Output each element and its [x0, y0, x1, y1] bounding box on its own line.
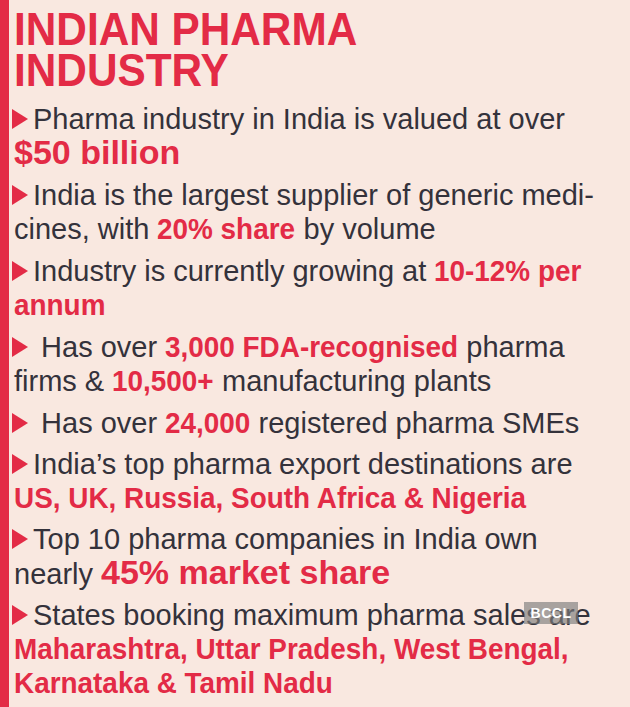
bullet-arrow-icon	[12, 109, 28, 129]
highlight-text: annum	[14, 288, 105, 321]
bullet-line: firms & 10,500+ manufacturing plants	[14, 364, 624, 398]
bullet-line: annum	[14, 288, 624, 322]
body-text: Top 10 pharma companies in India own	[33, 523, 538, 555]
bullet-arrow-icon	[12, 529, 28, 549]
body-text: India’s top pharma export destinations a…	[33, 448, 573, 480]
highlight-text: 3,000 FDA-recognised	[165, 330, 458, 363]
infographic-content: INDIAN PHARMA INDUSTRY Pharma industry i…	[14, 7, 624, 707]
body-text: States booking maximum pharma sales are	[33, 599, 591, 631]
bullet-item: Has over 3,000 FDA-recognised pharmafirm…	[14, 330, 624, 398]
body-text: registered pharma SMEs	[251, 407, 580, 439]
bullet-arrow-icon	[12, 605, 28, 625]
body-text: India is the largest supplier of generic…	[33, 179, 594, 211]
body-text: Industry is currently growing at	[33, 255, 434, 287]
highlight-text: US, UK, Russia, South Africa & Nigeria	[14, 481, 526, 514]
bullet-item: Industry is currently growing at 10-12% …	[14, 254, 624, 322]
body-text: nearly	[14, 558, 101, 590]
body-text: Has over	[33, 331, 165, 363]
bullet-arrow-icon	[12, 454, 28, 474]
bullet-arrow-icon	[12, 261, 28, 281]
bullet-line: India’s top pharma export destinations a…	[14, 448, 624, 481]
body-text: firms &	[14, 365, 112, 397]
highlight-text: 45% market share	[101, 553, 390, 591]
highlight-text: $50 billion	[14, 133, 180, 171]
bullet-item: Pharma industry in India is valued at ov…	[14, 103, 624, 171]
body-text: cines, with	[14, 213, 157, 245]
highlight-text: Karnataka & Tamil Nadu	[14, 666, 333, 699]
bullet-item: Top 10 pharma companies in India ownnear…	[14, 523, 624, 591]
body-text: Has over	[33, 407, 165, 439]
page-title: INDIAN PHARMA INDUSTRY	[14, 9, 575, 91]
body-text: manufacturing plants	[214, 365, 491, 397]
highlight-text: 10-12% per	[434, 254, 581, 287]
bullet-line: $50 billion	[14, 136, 624, 171]
left-accent-bar	[0, 0, 9, 707]
bullet-line: Karnataka & Tamil Nadu	[14, 666, 624, 700]
bullet-line: Maharashtra, Uttar Pradesh, West Bengal,	[14, 632, 624, 666]
bullet-line: India is the largest supplier of generic…	[14, 179, 624, 212]
bullet-line: Top 10 pharma companies in India own	[14, 523, 624, 556]
bccl-watermark: BCCL	[524, 602, 578, 624]
body-text: pharma	[458, 331, 564, 363]
highlight-text: 20% share	[157, 212, 295, 245]
bullet-line: Has over 24,000 registered pharma SMEs	[14, 406, 624, 440]
bullet-line: Industry is currently growing at 10-12% …	[14, 254, 624, 288]
body-text: Pharma industry in India is valued at ov…	[33, 103, 565, 135]
bullet-line: nearly 45% market share	[14, 556, 624, 591]
highlight-text: 10,500+	[112, 364, 214, 397]
bccl-watermark-label: BCCL	[531, 605, 572, 621]
highlight-text: 24,000	[165, 406, 250, 439]
highlight-text: Maharashtra, Uttar Pradesh, West Bengal,	[14, 632, 569, 665]
bullet-line: cines, with 20% share by volume	[14, 212, 624, 246]
bullet-item: Has over 24,000 registered pharma SMEs	[14, 406, 624, 440]
bullet-arrow-icon	[12, 413, 28, 433]
bullet-line: Has over 3,000 FDA-recognised pharma	[14, 330, 624, 364]
bullet-line: US, UK, Russia, South Africa & Nigeria	[14, 481, 624, 515]
bullet-line: Pharma industry in India is valued at ov…	[14, 103, 624, 136]
bullet-item: India’s top pharma export destinations a…	[14, 448, 624, 515]
bullet-arrow-icon	[12, 337, 28, 357]
bullet-arrow-icon	[12, 185, 28, 205]
body-text: by volume	[296, 213, 436, 245]
bullet-item: India is the largest supplier of generic…	[14, 179, 624, 246]
